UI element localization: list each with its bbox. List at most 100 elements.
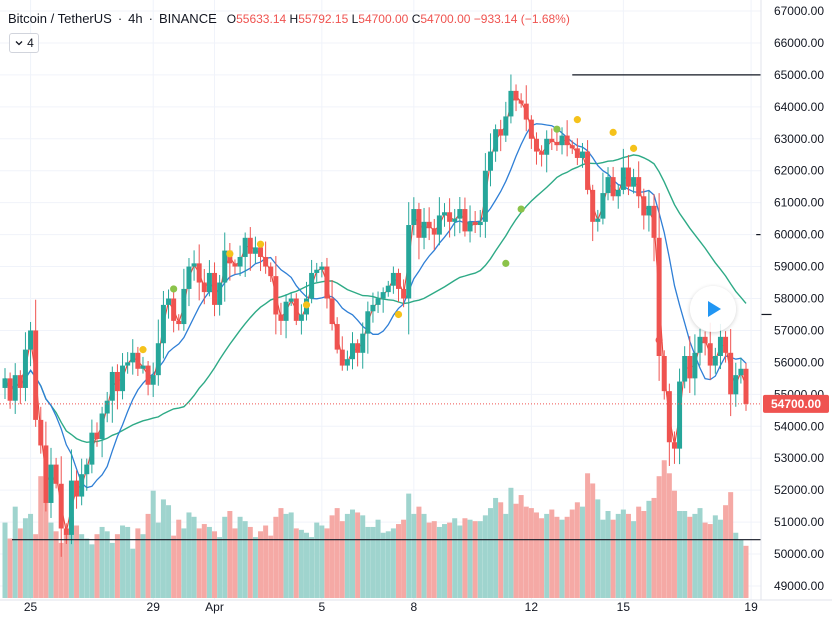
volume-bar [365,526,371,598]
candle [212,262,218,317]
candle-body [462,209,468,232]
candle-body [671,442,677,449]
candle [273,256,279,335]
play-icon [708,301,721,317]
candle-body [176,320,182,325]
volume-bar [206,526,212,598]
price-tick-label: 59000.00 [774,260,824,274]
volume-bar [656,476,662,598]
volume-bar [539,518,545,598]
price-tick-label: 61000.00 [774,196,824,210]
time-tick-label: 8 [410,600,417,614]
candle [293,293,299,326]
signal-marker [502,259,510,267]
volume-bar [733,532,739,598]
symbol-name[interactable]: Bitcoin / TetherUS [8,11,112,26]
candle-body [452,218,458,222]
candle [125,352,131,374]
volume-bar [212,531,218,598]
candle [651,194,657,262]
candle-body [636,177,642,197]
time-tick-label: 25 [24,600,38,614]
time-axis: 25 29 Apr 5 8 12 15 19 [0,599,832,614]
candle [48,447,54,518]
volume-bar [569,509,575,598]
volume-bar [217,537,223,598]
volume-bar [574,502,580,598]
candle [360,322,366,369]
candle-body [569,145,575,149]
candle-body [406,225,412,299]
candle-body [625,167,631,187]
candle-body [370,304,376,312]
candle-body [411,209,417,226]
volume-bar [717,519,723,598]
volume-bar [53,531,59,598]
volume-bar [329,515,335,598]
candle [687,336,693,393]
candle [186,258,192,307]
candle [252,236,258,264]
candle [365,301,371,354]
candle-body [196,263,202,283]
candle [671,431,677,464]
candle [298,304,304,335]
volume-bar [150,490,156,598]
candle-body [314,269,320,273]
interval[interactable]: 4h [128,11,143,26]
candle [569,140,575,154]
volume-bar [258,531,264,598]
candle-body [498,129,504,136]
candle [416,202,422,260]
candle-body [503,116,509,136]
volume-bar [99,526,105,598]
volume-bar [564,516,570,598]
price-tick-label: 53000.00 [774,451,824,465]
candle [498,119,504,152]
volume-bar [380,532,386,598]
candle [411,197,417,236]
candle [636,161,642,209]
candle-body [631,177,637,187]
high-value: 55792.15 [298,11,349,26]
candle [268,262,274,282]
candle [114,364,120,410]
indicators-toggle-button[interactable]: 4 [9,33,39,53]
candle [493,124,499,162]
volume-bar [293,528,299,598]
candle [503,101,509,142]
candle-body [707,343,713,366]
candle-body [375,298,381,305]
candle [406,202,412,335]
volume-bar [273,516,279,598]
volume-bar [651,497,657,598]
horizontal-lines [12,74,772,541]
replay-play-button[interactable] [690,286,736,332]
candle-body [493,129,499,152]
candle [508,74,514,124]
candle-body [191,263,197,267]
volume-bar [554,516,560,598]
chevron-down-icon [15,41,23,46]
candle [160,290,166,359]
candle-body [436,215,442,235]
candle [339,336,345,371]
volume-bar [503,513,509,598]
candle [656,193,662,381]
volume-bar [38,476,44,598]
candle-body [533,138,539,152]
volume-bar [687,516,693,598]
volume-bar [288,512,294,598]
volume-bar [58,542,64,598]
candle [625,154,631,196]
volume-bar [452,518,458,598]
volume-bar [743,545,749,598]
volume-bar [671,490,677,598]
candle-body [283,301,289,321]
candle [217,274,223,316]
price-tick-label: 66000.00 [774,36,824,50]
candle [380,287,386,313]
volume-bar [7,538,13,598]
